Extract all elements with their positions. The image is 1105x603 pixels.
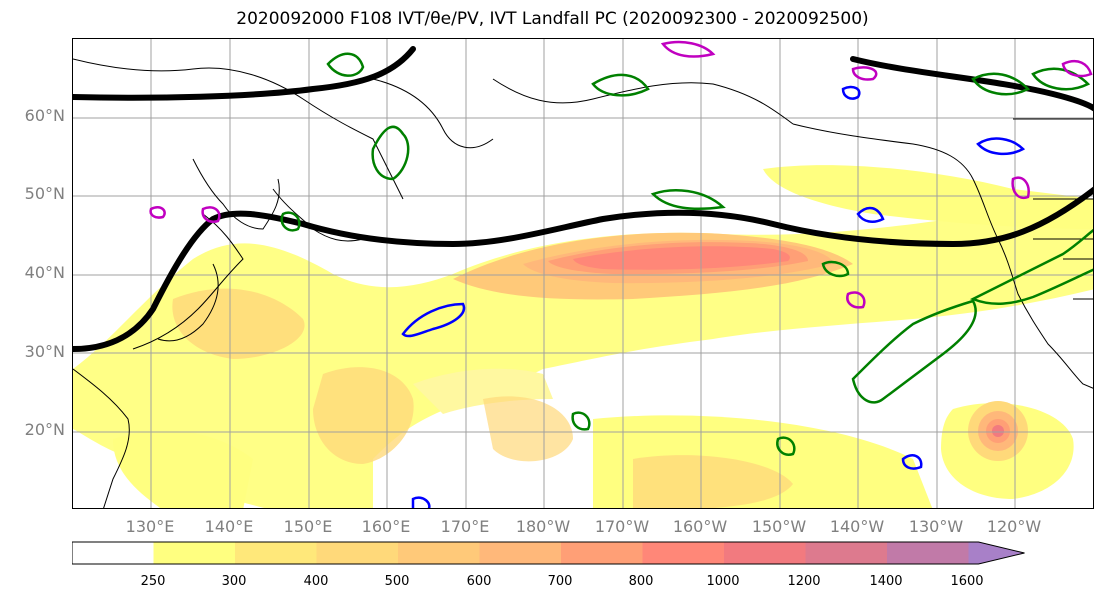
lon-label: 130°W xyxy=(908,517,964,536)
theta-e-contours xyxy=(280,52,1093,456)
lon-label: 150°E xyxy=(283,517,333,536)
colorbar-tick-label: 400 xyxy=(303,574,329,589)
colorbar-tick-label: 250 xyxy=(140,574,166,589)
pv-positive-contours xyxy=(401,85,1026,508)
colorbar-segments xyxy=(72,541,1025,565)
colorbar-tick-label: 800 xyxy=(628,574,654,589)
lat-label: 60°N xyxy=(24,106,65,125)
colorbar-outline xyxy=(72,541,1025,565)
colorbar-segment xyxy=(561,542,643,564)
colorbar-tick-label: 500 xyxy=(384,574,410,589)
colorbar-segment xyxy=(235,542,317,564)
colorbar-segment xyxy=(642,542,725,564)
lon-label: 160°W xyxy=(672,517,728,536)
map-canvas xyxy=(73,39,1093,508)
pv-negative-contours xyxy=(149,40,1093,309)
lon-label: 170°W xyxy=(594,517,650,536)
colorbar-tick-label: 600 xyxy=(466,574,492,589)
colorbar xyxy=(72,541,1025,565)
lon-label: 180°W xyxy=(515,517,571,536)
lon-label: 150°W xyxy=(751,517,807,536)
lon-label: 170°E xyxy=(440,517,490,536)
lat-label: 20°N xyxy=(24,420,65,439)
lon-label: 120°W xyxy=(986,517,1042,536)
colorbar-segment xyxy=(724,542,806,564)
colorbar-segment xyxy=(153,542,236,564)
lat-label: 50°N xyxy=(24,184,65,203)
lat-label: 30°N xyxy=(24,342,65,361)
jet-contour xyxy=(73,46,1093,352)
colorbar-tick-label: 1000 xyxy=(706,574,740,589)
map-panel xyxy=(72,38,1094,509)
colorbar-segment xyxy=(398,542,480,564)
colorbar-segment xyxy=(479,542,562,564)
colorbar-tick-label: 1600 xyxy=(950,574,984,589)
colorbar-segment xyxy=(968,542,1025,564)
lon-label: 140°E xyxy=(204,517,254,536)
graticule xyxy=(73,39,1093,508)
coastlines xyxy=(73,58,1093,508)
colorbar-segment xyxy=(805,542,888,564)
lat-label: 40°N xyxy=(24,263,65,282)
colorbar-segment xyxy=(72,542,154,564)
colorbar-segment xyxy=(316,542,399,564)
colorbar-tick-label: 1200 xyxy=(787,574,821,589)
colorbar-tick-label: 700 xyxy=(547,574,573,589)
figure-title: 2020092000 F108 IVT/θe/PV, IVT Landfall … xyxy=(236,9,869,29)
colorbar-tick-label: 1400 xyxy=(869,574,903,589)
lon-label: 130°E xyxy=(125,517,175,536)
colorbar-tick-label: 300 xyxy=(221,574,247,589)
lon-label: 160°E xyxy=(361,517,411,536)
lon-label: 140°W xyxy=(829,517,885,536)
colorbar-segment xyxy=(887,542,969,564)
